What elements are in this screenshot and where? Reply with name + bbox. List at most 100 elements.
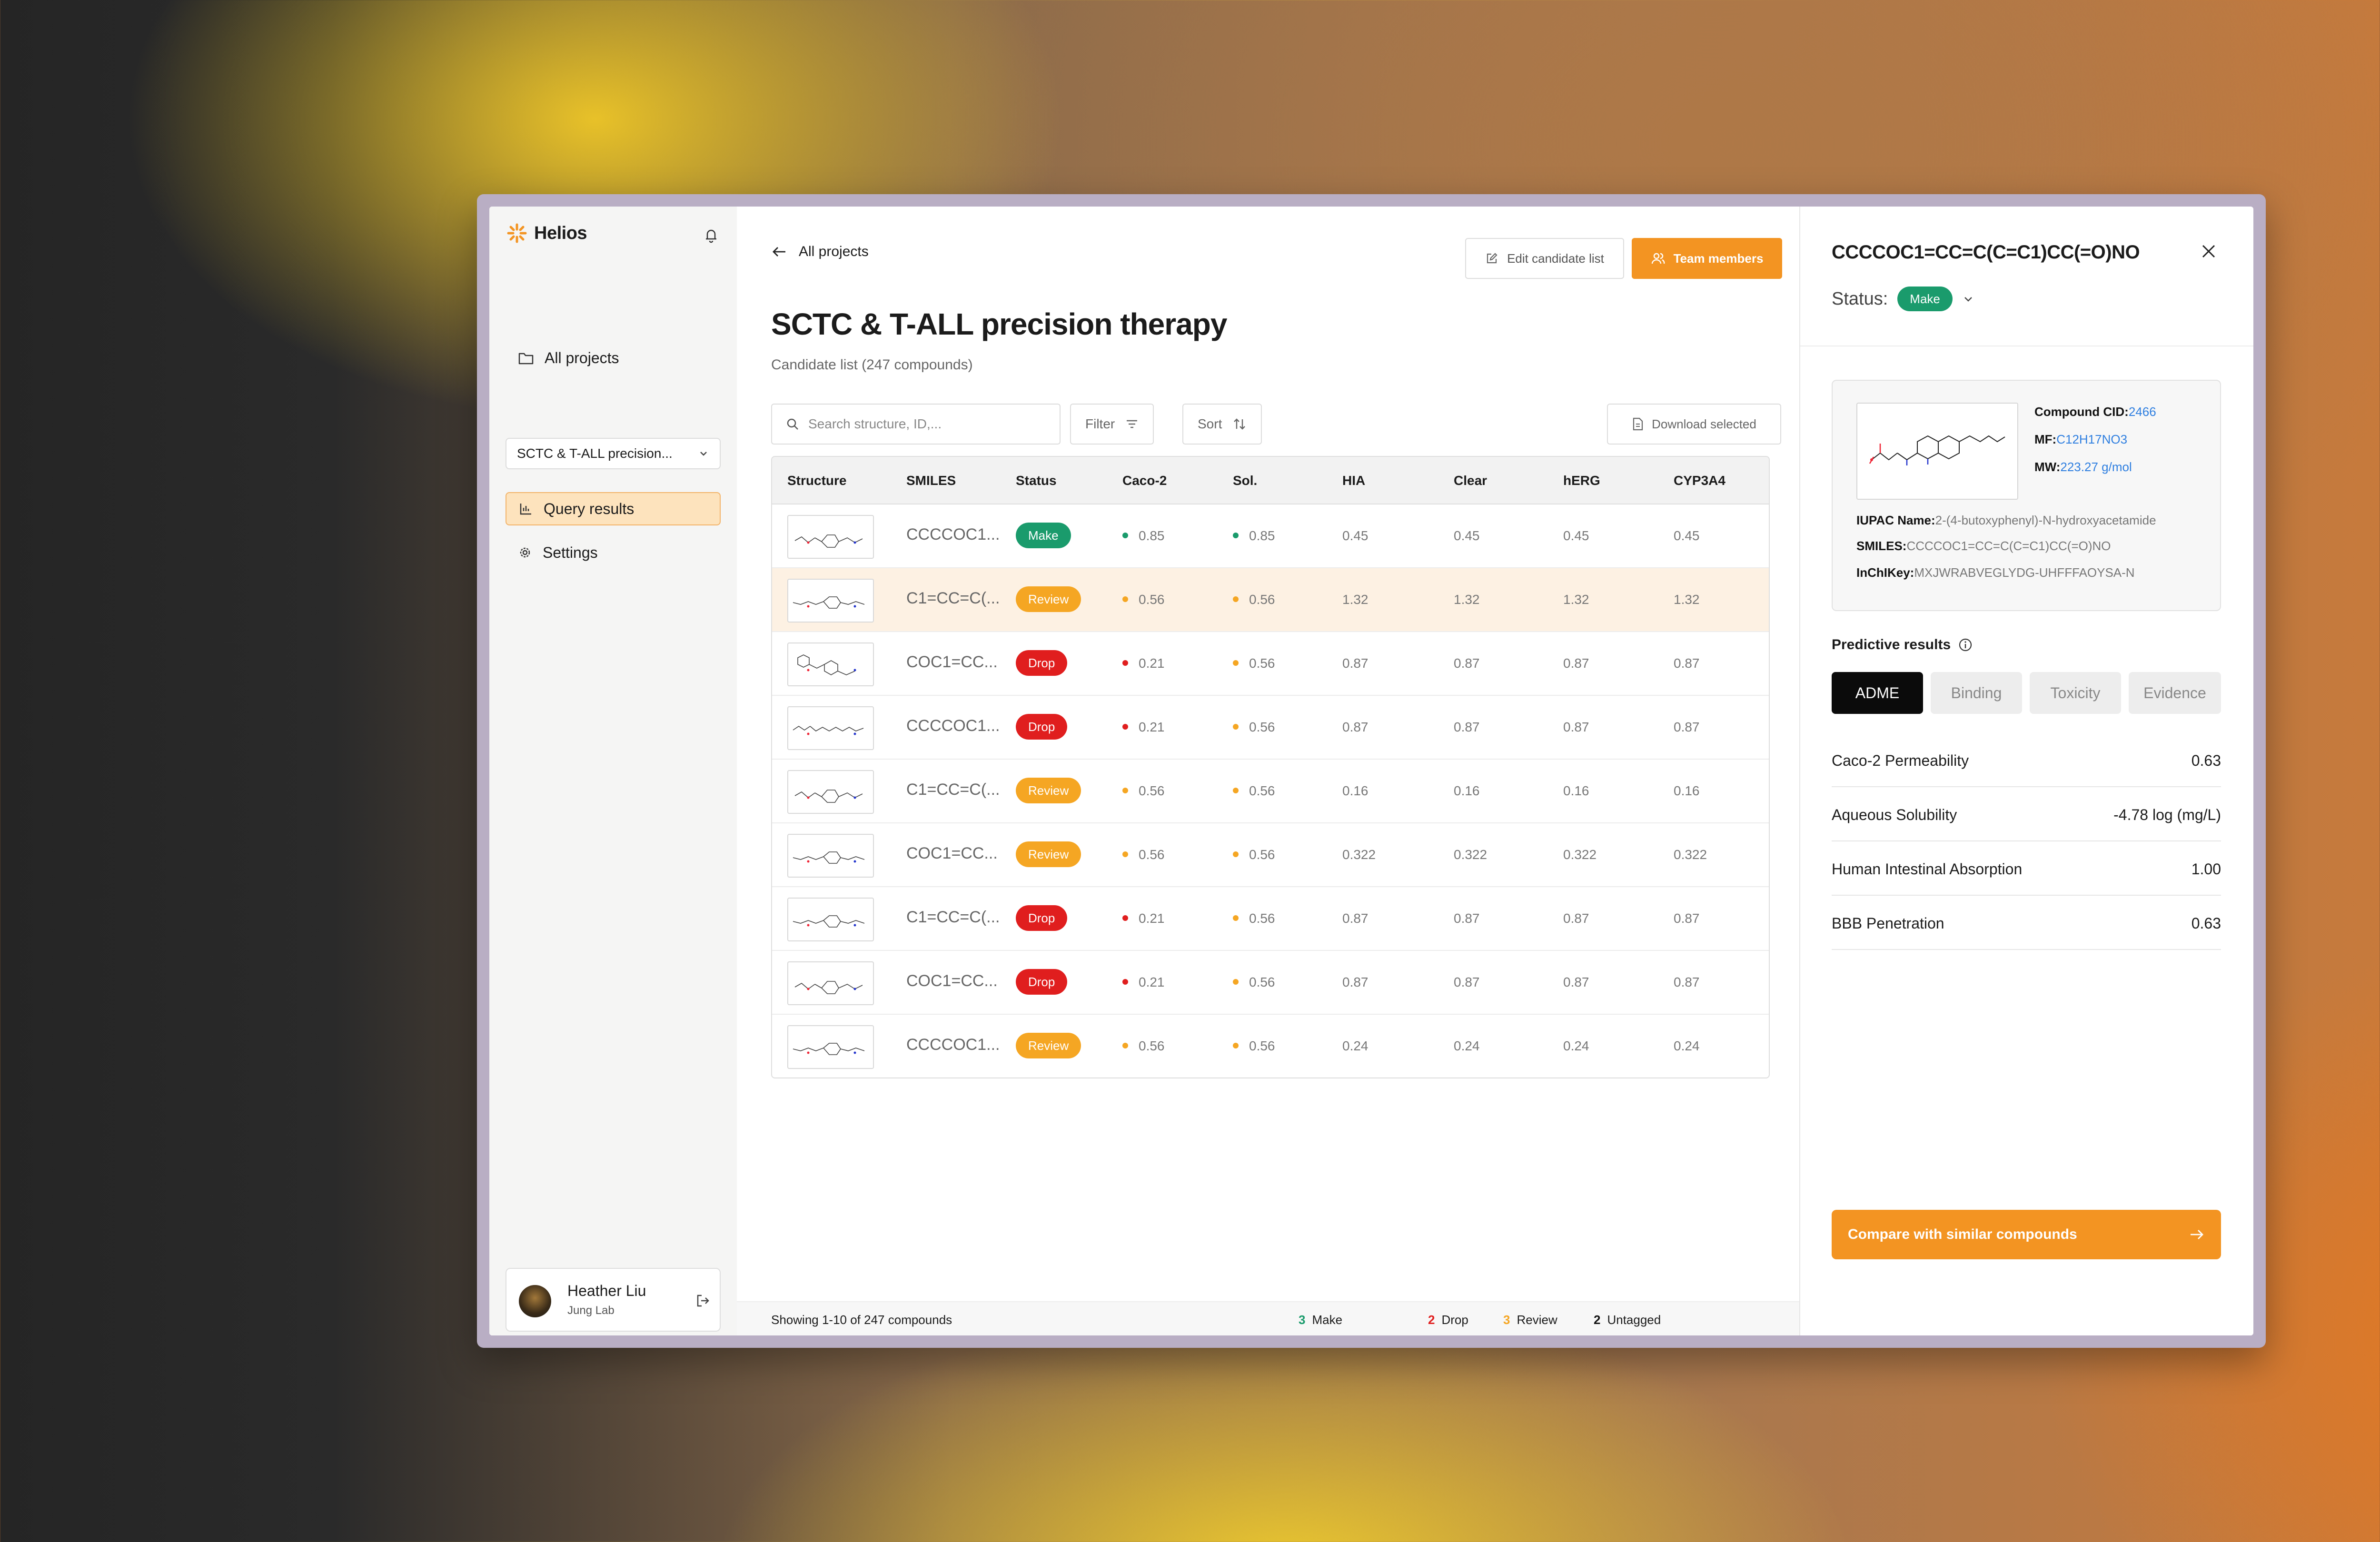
- back-link[interactable]: All projects: [771, 244, 869, 260]
- smiles-cell: CCCCOC1...: [906, 717, 1000, 735]
- filter-label: Filter: [1085, 416, 1115, 431]
- table-row[interactable]: C1=CC=C(... Drop 0.21 0.56 0.87 0.87 0.87 0.87: [772, 887, 1769, 951]
- compound-iupac: IUPAC Name:2-(4-butoxyphenyl)-N-hydroxya…: [1856, 513, 2156, 527]
- status-badge[interactable]: Review: [1016, 586, 1081, 612]
- status-badge[interactable]: Drop: [1016, 905, 1068, 931]
- sidebar-item-query-results[interactable]: Query results: [506, 492, 721, 525]
- smiles-cell: COC1=CC...: [906, 653, 998, 671]
- bell-icon[interactable]: [702, 226, 721, 245]
- tab-binding[interactable]: Binding: [1931, 672, 2022, 714]
- herg-cell: 0.24: [1563, 1038, 1589, 1054]
- column-header-status[interactable]: Status: [1016, 473, 1057, 488]
- table-row[interactable]: CCCCOC1... Review 0.56 0.56 0.24 0.24 0.24 0.24: [772, 1015, 1769, 1077]
- sidebar-item-settings[interactable]: Settings: [506, 536, 721, 569]
- table-row[interactable]: COC1=CC... Review 0.56 0.56 0.322 0.322 0.322 0…: [772, 823, 1769, 887]
- logout-icon[interactable]: [695, 1293, 711, 1309]
- sol-value: 0.56: [1249, 975, 1275, 989]
- column-header-structure[interactable]: Structure: [787, 473, 847, 488]
- caco2-cell: 0.56: [1122, 592, 1165, 607]
- smiles-cell: C1=CC=C(...: [906, 589, 1000, 607]
- search-input[interactable]: Search structure, ID,...: [771, 404, 1061, 445]
- column-header-clear[interactable]: Clear: [1454, 473, 1488, 488]
- hia-cell: 0.87: [1342, 911, 1368, 926]
- edit-candidate-list-button[interactable]: Edit candidate list: [1465, 238, 1624, 279]
- structure-thumbnail[interactable]: [787, 1025, 874, 1069]
- status-badge[interactable]: Drop: [1016, 714, 1068, 740]
- status-badge[interactable]: Drop: [1016, 650, 1068, 676]
- table-row[interactable]: COC1=CC... Drop 0.21 0.56 0.87 0.87 0.87 0.87: [772, 951, 1769, 1015]
- compound-smiles: SMILES:CCCCOC1=CC=C(C=C1)CC(=O)NO: [1856, 539, 2111, 553]
- smiles-cell: C1=CC=C(...: [906, 908, 1000, 926]
- structure-thumbnail[interactable]: [787, 515, 874, 559]
- hia-cell: 0.87: [1342, 656, 1368, 671]
- herg-value: 0.24: [1563, 1038, 1589, 1053]
- structure-thumbnail[interactable]: [787, 579, 874, 623]
- logo[interactable]: Helios: [506, 223, 587, 244]
- column-header-smiles[interactable]: SMILES: [906, 473, 956, 488]
- status-badge[interactable]: Review: [1016, 778, 1081, 803]
- status-badge[interactable]: Make: [1016, 523, 1071, 548]
- column-header-caco2[interactable]: Caco-2: [1122, 473, 1167, 488]
- tab-adme[interactable]: ADME: [1832, 672, 1923, 714]
- table-row[interactable]: CCCCOC1... Drop 0.21 0.56 0.87 0.87 0.87 0.87: [772, 696, 1769, 760]
- sidebar: Helios All projects SCTC & T-ALL precisi…: [489, 207, 738, 1335]
- tab-toxicity[interactable]: Toxicity: [2030, 672, 2121, 714]
- user-card[interactable]: Heather Liu Jung Lab: [506, 1268, 721, 1332]
- cyp-cell: 0.24: [1674, 1038, 1700, 1054]
- column-header-herg[interactable]: hERG: [1563, 473, 1600, 488]
- column-header-sol[interactable]: Sol.: [1233, 473, 1258, 488]
- info-icon[interactable]: [1958, 638, 1973, 652]
- status-badge[interactable]: Drop: [1016, 969, 1068, 995]
- table-row[interactable]: C1=CC=C(... Review 0.56 0.56 0.16 0.16 0.16 0.1…: [772, 760, 1769, 823]
- helios-logo-icon: [507, 223, 527, 243]
- status-dot: [1122, 787, 1128, 793]
- clear-cell: 0.87: [1454, 656, 1480, 671]
- compound-mw-link[interactable]: 223.27 g/mol: [2060, 460, 2132, 474]
- sidebar-item-label: Query results: [544, 500, 635, 517]
- detail-status[interactable]: Status: Make: [1832, 287, 1974, 311]
- table-row[interactable]: CCCCOC1... Make 0.85 0.85 0.45 0.45 0.45 0.45: [772, 504, 1769, 568]
- column-header-hia[interactable]: HIA: [1342, 473, 1366, 488]
- status-badge[interactable]: Review: [1016, 1033, 1081, 1058]
- team-members-button[interactable]: Team members: [1632, 238, 1782, 279]
- table-row[interactable]: C1=CC=C(... Review 0.56 0.56 1.32 1.32 1.32 1.3…: [772, 568, 1769, 632]
- hia-value: 0.87: [1342, 975, 1368, 989]
- status-dot: [1233, 660, 1239, 666]
- status-dot: [1233, 1042, 1239, 1048]
- column-header-cyp3a4[interactable]: CYP3A4: [1674, 473, 1726, 488]
- structure-thumbnail[interactable]: [787, 898, 874, 941]
- sort-button[interactable]: Sort: [1182, 404, 1262, 445]
- compound-mf-link[interactable]: C12H17NO3: [2056, 432, 2128, 446]
- cyp-value: 0.45: [1674, 528, 1700, 543]
- filter-button[interactable]: Filter: [1070, 404, 1154, 445]
- nav-all-projects[interactable]: All projects: [518, 349, 619, 367]
- close-icon[interactable]: [2198, 241, 2219, 262]
- structure-thumbnail[interactable]: [787, 642, 874, 686]
- sidebar-item-label: Settings: [543, 544, 598, 561]
- status-badge[interactable]: Review: [1016, 841, 1081, 867]
- make-count-label: Make: [1312, 1313, 1343, 1327]
- caco2-value: 0.21: [1139, 720, 1165, 734]
- sol-cell: 0.56: [1233, 1038, 1275, 1054]
- metric-row: Aqueous Solubility -4.78 log (mg/L): [1832, 786, 2221, 841]
- structure-thumbnail[interactable]: [787, 961, 874, 1005]
- chevron-down-icon: [700, 452, 707, 456]
- molecule-structure: [1856, 403, 2018, 500]
- app-window: Helios All projects SCTC & T-ALL precisi…: [477, 194, 2266, 1348]
- metric-row: BBB Penetration 0.63: [1832, 895, 2221, 950]
- sol-value: 0.56: [1249, 656, 1275, 671]
- clear-cell: 0.87: [1454, 975, 1480, 990]
- structure-thumbnail[interactable]: [787, 834, 874, 878]
- hia-value: 0.87: [1342, 720, 1368, 734]
- compare-similar-button[interactable]: Compare with similar compounds: [1832, 1210, 2221, 1259]
- download-selected-button[interactable]: Download selected: [1607, 404, 1781, 445]
- project-select[interactable]: SCTC & T-ALL precision...: [506, 438, 721, 469]
- table-row[interactable]: COC1=CC... Drop 0.21 0.56 0.87 0.87 0.87 0.87: [772, 632, 1769, 696]
- tab-evidence[interactable]: Evidence: [2129, 672, 2221, 714]
- structure-thumbnail[interactable]: [787, 770, 874, 814]
- structure-thumbnail[interactable]: [787, 706, 874, 750]
- compound-cid: Compound CID:2466: [2034, 405, 2156, 419]
- metric-label: BBB Penetration: [1832, 915, 1944, 932]
- compound-cid-link[interactable]: 2466: [2128, 405, 2156, 419]
- hia-value: 1.32: [1342, 592, 1368, 607]
